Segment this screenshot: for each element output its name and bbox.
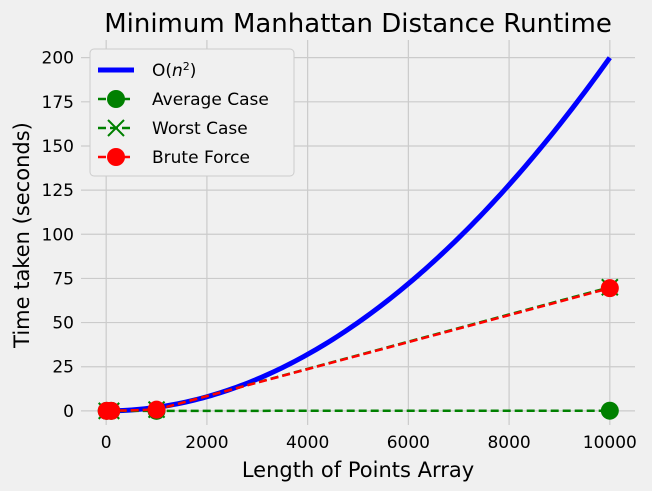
y-tick-label: 75	[52, 269, 74, 289]
legend: O(n2) Average Case Worst Case Brute Forc…	[89, 48, 295, 177]
plot-area	[97, 56, 619, 420]
x-axis-label: Length of Points Array	[242, 458, 474, 482]
grid	[81, 40, 635, 425]
legend-label-brute-force: Brute Force	[152, 148, 250, 168]
y-tick-label: 150	[42, 137, 74, 157]
y-tick-label: 0	[63, 402, 74, 422]
x-tick-label: 10000	[583, 433, 637, 453]
data-point-brute-force	[102, 401, 121, 420]
y-tick-label: 25	[52, 358, 74, 378]
data-point-brute-force	[600, 279, 619, 298]
legend-label-average-case: Average Case	[152, 90, 269, 110]
y-axis-label: Time taken (seconds)	[10, 122, 34, 349]
x-tick-label: 4000	[286, 433, 329, 453]
legend-marker-brute-force	[107, 148, 125, 166]
tick-labels: 0 2000 4000 6000 8000 10000 0 25 50 75 100 125 150 17…	[42, 49, 637, 453]
x-tick-label: 6000	[387, 433, 430, 453]
y-tick-label: 125	[42, 181, 74, 201]
legend-box	[89, 48, 295, 177]
y-tick-label: 175	[42, 93, 74, 113]
x-tick-label: 0	[101, 433, 112, 453]
legend-marker-average-case	[107, 90, 125, 108]
x-tick-label: 2000	[185, 433, 228, 453]
legend-label-curve: O(n2)	[152, 60, 196, 82]
y-tick-label: 200	[42, 49, 74, 69]
x-tick-label: 8000	[487, 433, 530, 453]
legend-label-worst-case: Worst Case	[152, 119, 248, 139]
y-tick-label: 100	[42, 225, 74, 245]
legend-marker-worst-case	[107, 119, 125, 137]
chart-title: Minimum Manhattan Distance Runtime	[104, 9, 612, 39]
data-point-brute-force	[147, 400, 166, 419]
y-tick-label: 50	[52, 314, 74, 334]
data-point-average-case	[600, 401, 619, 420]
